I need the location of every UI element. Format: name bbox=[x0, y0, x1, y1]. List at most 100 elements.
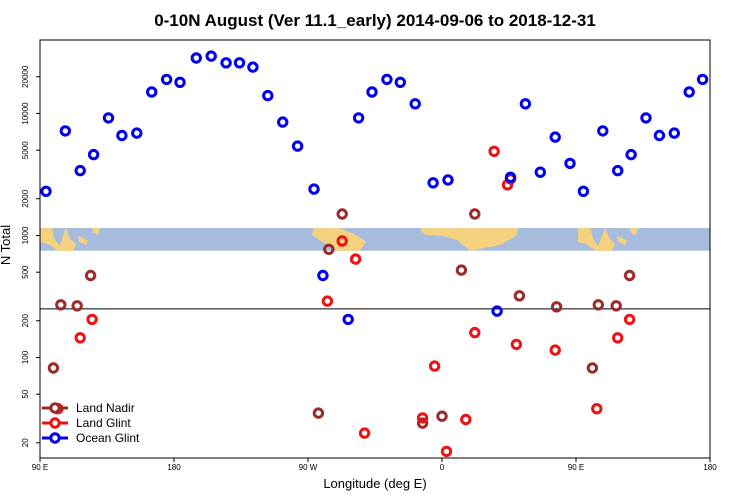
point-land-nadir bbox=[323, 243, 335, 256]
map-land-3 bbox=[92, 228, 100, 235]
y-tick-label: 50 bbox=[21, 389, 30, 398]
x-tick-label: 90 W bbox=[299, 463, 318, 472]
point-ocean-glint bbox=[247, 61, 259, 73]
point-ocean-glint bbox=[74, 164, 86, 177]
legend-label-land-nadir: Land Nadir bbox=[76, 401, 135, 415]
legend-marker-ocean-glint bbox=[49, 432, 61, 444]
map-land-8 bbox=[630, 228, 638, 235]
point-land-glint bbox=[358, 427, 371, 439]
legend-label-land-glint: Land Glint bbox=[76, 416, 131, 430]
point-ocean-glint bbox=[491, 305, 503, 317]
map-ocean bbox=[40, 228, 710, 251]
point-land-nadir bbox=[610, 300, 622, 312]
point-ocean-glint bbox=[59, 125, 72, 137]
plot-frame bbox=[39, 39, 711, 459]
map-land-7 bbox=[617, 236, 627, 245]
legend-label-ocean-glint: Ocean Glint bbox=[76, 431, 140, 445]
point-land-glint bbox=[623, 313, 636, 326]
y-tick-label: 1000 bbox=[21, 226, 30, 244]
point-ocean-glint bbox=[233, 57, 246, 69]
point-land-nadir bbox=[623, 269, 636, 282]
point-land-glint bbox=[74, 332, 86, 344]
point-ocean-glint bbox=[160, 73, 173, 86]
point-ocean-glint bbox=[205, 50, 217, 62]
point-land-nadir bbox=[47, 362, 60, 374]
y-tick-label: 200 bbox=[21, 313, 30, 327]
point-ocean-glint bbox=[625, 148, 637, 161]
point-ocean-glint bbox=[277, 116, 289, 128]
point-land-nadir bbox=[84, 269, 97, 282]
point-land-glint bbox=[469, 326, 481, 339]
point-land-glint bbox=[549, 344, 561, 356]
point-ocean-glint bbox=[696, 73, 709, 86]
point-land-glint bbox=[612, 332, 624, 344]
point-land-nadir bbox=[592, 299, 604, 311]
point-land-glint bbox=[336, 235, 348, 247]
point-ocean-glint bbox=[262, 89, 274, 102]
point-ocean-glint bbox=[640, 112, 652, 124]
point-ocean-glint bbox=[577, 185, 590, 198]
point-ocean-glint bbox=[366, 86, 378, 98]
point-land-glint bbox=[510, 338, 523, 351]
point-land-nadir bbox=[436, 410, 448, 422]
point-ocean-glint bbox=[504, 171, 517, 184]
point-land-glint bbox=[460, 413, 472, 426]
y-axis: 20 50 100 200 500 1000 2000 5000 10000 20000 bbox=[21, 65, 40, 447]
x-tick-label: 180 bbox=[703, 463, 717, 472]
point-ocean-glint bbox=[668, 127, 680, 139]
x-tick-label: 0 bbox=[440, 463, 445, 472]
point-land-glint bbox=[86, 313, 98, 326]
point-land-glint bbox=[349, 253, 362, 265]
world-map-strip bbox=[40, 228, 710, 251]
point-land-nadir bbox=[469, 208, 481, 220]
point-ocean-glint bbox=[291, 140, 304, 152]
map-land-2 bbox=[78, 236, 88, 245]
data-points bbox=[40, 50, 709, 458]
point-ocean-glint bbox=[427, 177, 439, 189]
y-axis-label: N Total bbox=[0, 225, 13, 265]
point-land-nadir bbox=[312, 407, 325, 419]
x-axis-label: Longitude (deg E) bbox=[323, 476, 426, 491]
point-ocean-glint bbox=[409, 98, 421, 110]
point-ocean-glint bbox=[131, 127, 143, 139]
point-ocean-glint bbox=[308, 183, 320, 195]
point-land-nadir bbox=[513, 290, 526, 302]
point-land-nadir bbox=[336, 208, 348, 220]
point-ocean-glint bbox=[549, 131, 561, 143]
point-ocean-glint bbox=[40, 185, 52, 198]
point-ocean-glint bbox=[146, 86, 158, 98]
point-land-glint bbox=[428, 360, 441, 372]
map-land-6 bbox=[578, 228, 615, 251]
y-tick-label: 5000 bbox=[21, 141, 30, 159]
point-land-nadir bbox=[455, 264, 468, 276]
y-tick-label: 100 bbox=[21, 350, 30, 364]
point-land-glint bbox=[591, 403, 603, 415]
x-tick-label: 90 E bbox=[568, 463, 584, 472]
point-land-nadir bbox=[416, 417, 429, 429]
chart-title: 0-10N August (Ver 11.1_early) 2014-09-06… bbox=[154, 11, 596, 30]
point-ocean-glint bbox=[190, 52, 203, 64]
legend-marker-land-nadir bbox=[49, 402, 61, 414]
point-ocean-glint bbox=[653, 129, 666, 142]
point-ocean-glint bbox=[564, 157, 576, 170]
point-land-nadir bbox=[586, 362, 599, 374]
point-land-glint bbox=[416, 412, 429, 424]
y-tick-label: 20000 bbox=[21, 65, 30, 88]
point-land-glint bbox=[488, 145, 500, 158]
point-ocean-glint bbox=[342, 313, 354, 326]
point-ocean-glint bbox=[220, 57, 232, 69]
point-ocean-glint bbox=[519, 98, 532, 110]
point-land-glint bbox=[321, 295, 334, 307]
legend-marker-land-glint bbox=[49, 417, 61, 429]
map-land-5 bbox=[420, 228, 518, 251]
point-ocean-glint bbox=[394, 76, 406, 89]
point-ocean-glint bbox=[116, 129, 128, 142]
x-axis: 90 E 180 90 W 0 90 E 180 bbox=[32, 458, 717, 472]
point-ocean-glint bbox=[534, 166, 546, 178]
point-land-nadir bbox=[55, 299, 67, 311]
point-ocean-glint bbox=[352, 112, 365, 124]
y-tick-label: 2000 bbox=[21, 189, 30, 207]
point-ocean-glint bbox=[597, 125, 609, 137]
map-land-1 bbox=[40, 228, 76, 251]
